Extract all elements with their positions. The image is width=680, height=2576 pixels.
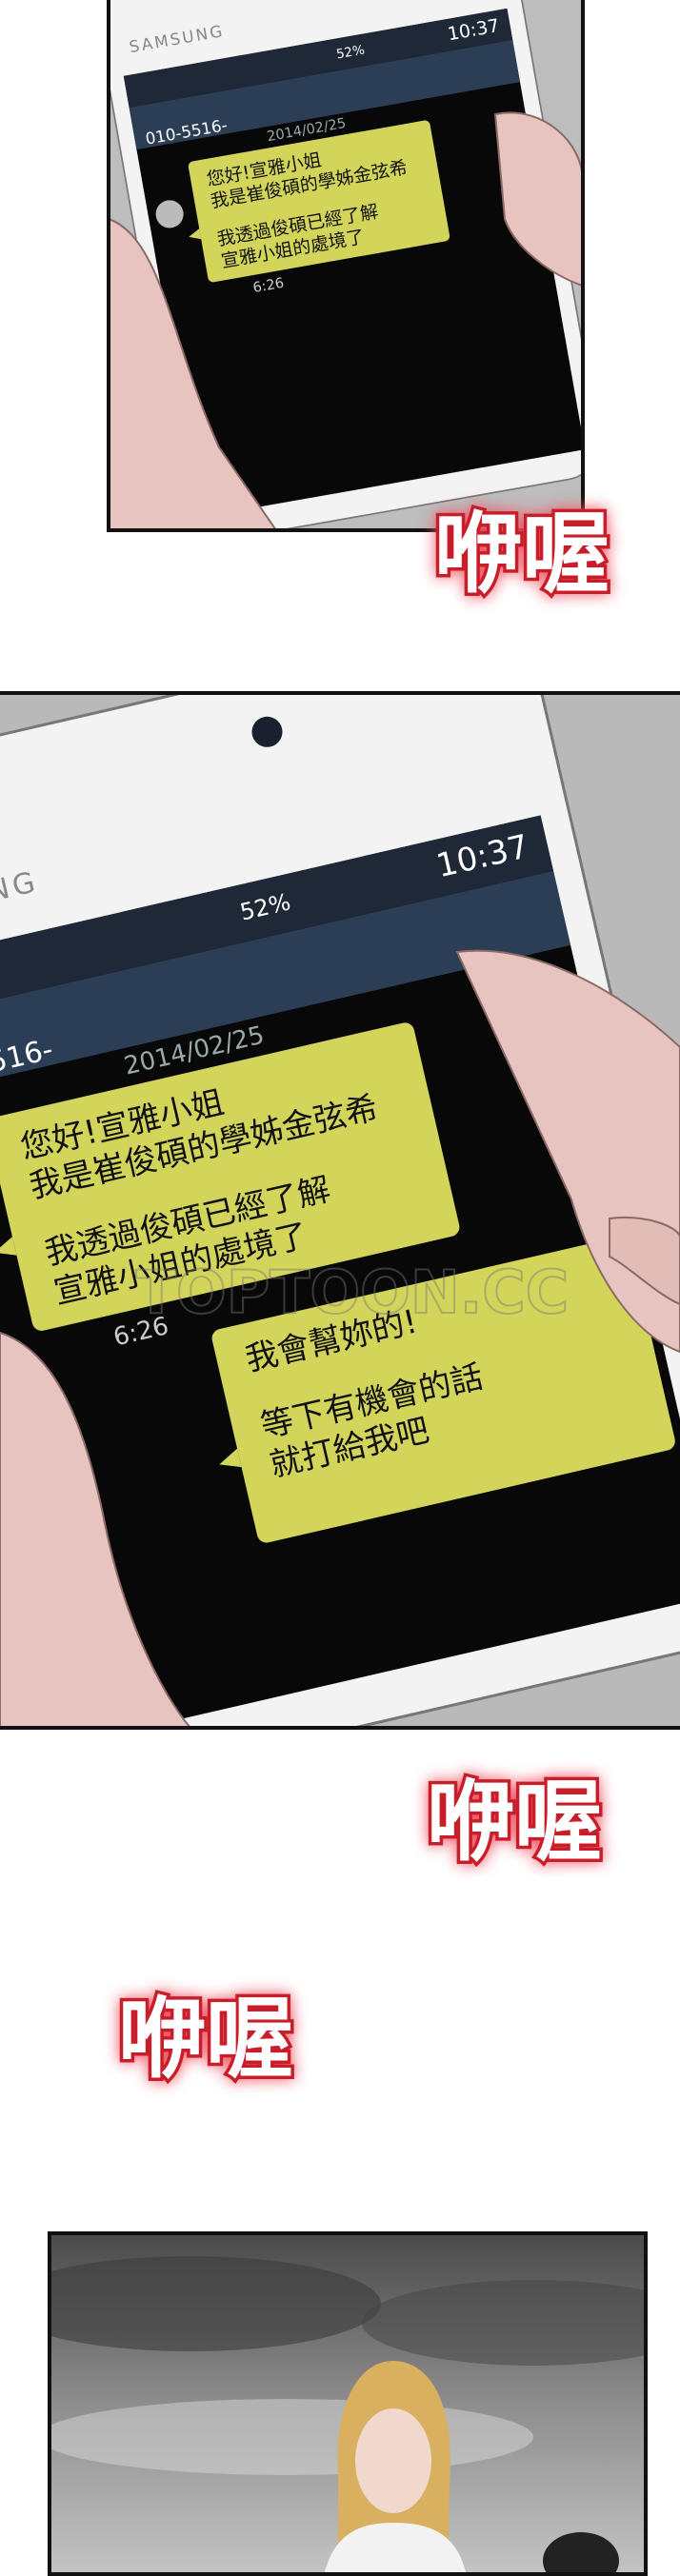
message-bubble	[0, 1022, 460, 1331]
status-bar	[123, 8, 513, 108]
figure	[543, 2532, 619, 2574]
cloud	[50, 2256, 381, 2351]
bubble-tail	[219, 1448, 242, 1468]
sound-effect: 咿喔	[118, 1988, 293, 2091]
panel-border	[107, 0, 585, 532]
panel	[50, 2233, 646, 2574]
phone-camera	[251, 716, 283, 747]
face	[355, 2408, 431, 2513]
message-bubble	[188, 120, 450, 283]
hand	[0, 1331, 192, 1728]
phone-screen	[123, 8, 583, 518]
avatar	[155, 200, 184, 228]
header-bar	[129, 39, 521, 150]
cloud	[362, 2280, 646, 2366]
cloud	[50, 2399, 533, 2475]
bubble-tail	[189, 228, 202, 240]
panel-border	[48, 2231, 648, 2576]
watermark: TOPTOON.CC	[136, 1258, 570, 1327]
sound-effect: 咿喔	[434, 503, 610, 605]
bubble-tail	[0, 1237, 17, 1256]
header-bar	[0, 870, 571, 1102]
message-time: 6:26	[251, 275, 285, 296]
clothes	[324, 2523, 467, 2574]
battery: 52%	[335, 43, 366, 62]
message-bubble	[211, 1237, 675, 1543]
sound-effect: 咿喔	[427, 1771, 602, 1873]
status-bar	[0, 815, 554, 1028]
hand	[493, 111, 583, 287]
hand	[109, 217, 278, 530]
finger	[609, 1217, 680, 1306]
